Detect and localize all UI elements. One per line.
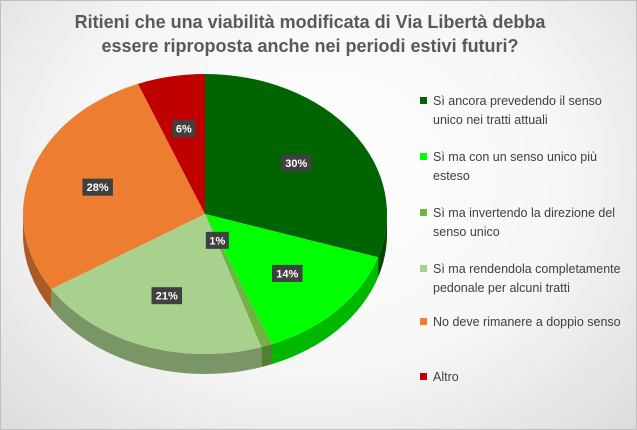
data-label: 21%: [156, 291, 178, 303]
pie-slice-side: [261, 344, 272, 368]
pie-slice-side: [271, 257, 379, 365]
data-label: 30%: [285, 158, 307, 170]
pie-slice-side: [51, 289, 262, 374]
legend-label: Sì ancora prevedendo il senso unico nei …: [433, 94, 602, 127]
data-label-box: [151, 287, 183, 305]
legend-label: No deve rimanere a doppio senso: [433, 315, 621, 329]
legend-swatch: [420, 373, 427, 380]
legend-swatch: [420, 97, 427, 104]
data-label-box: [205, 231, 229, 249]
legend-label: Sì ma con un senso unico più esteso: [433, 150, 597, 183]
legend-swatch: [420, 265, 427, 272]
legend-swatch: [420, 318, 427, 325]
data-label-box: [272, 264, 303, 282]
legend-label: Altro: [433, 370, 459, 384]
chart-title: Ritieni che una viabilità modificata di …: [40, 10, 580, 58]
pie-slice-side: [378, 214, 387, 278]
data-label-box: [82, 178, 113, 196]
legend-label: Sì ma invertendo la direzione del senso …: [433, 206, 616, 239]
legend-swatch: [420, 153, 427, 160]
data-label: 28%: [87, 182, 109, 194]
chart-title-line-1: Ritieni che una viabilità modificata di …: [74, 12, 546, 32]
legend-label: Sì ma rendendola completamente pedonale …: [433, 262, 621, 295]
data-label: 14%: [276, 268, 298, 280]
chart-title-line-2: essere riproposta anche nei periodi esti…: [101, 36, 519, 56]
pie-slice: [138, 74, 205, 214]
legend-swatch: [420, 209, 427, 216]
pie-slice: [22, 83, 205, 290]
data-label-box: [281, 154, 312, 172]
data-label: 1%: [209, 235, 225, 247]
data-label-box: [172, 120, 196, 138]
pie-slice: [51, 214, 262, 354]
pie-slice-side: [23, 214, 52, 310]
data-label: 6%: [176, 124, 192, 136]
